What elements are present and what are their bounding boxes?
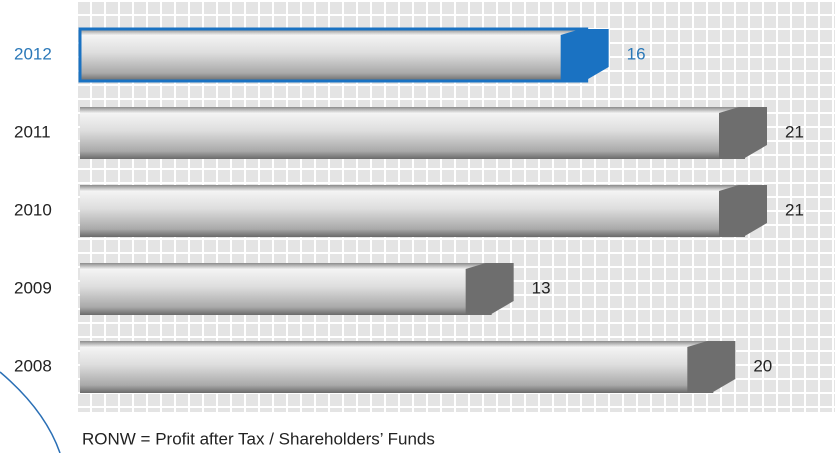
- value-label: 21: [785, 200, 804, 219]
- decorative-arc: [0, 371, 61, 453]
- bar-cap: [465, 263, 514, 315]
- bar-cap: [687, 341, 736, 393]
- value-label: 16: [627, 44, 646, 63]
- value-label: 21: [785, 122, 804, 141]
- category-label: 2011: [14, 122, 51, 141]
- bar: [80, 263, 492, 315]
- category-label: 2009: [14, 278, 52, 297]
- bar-cap: [560, 29, 609, 81]
- bar: [80, 341, 714, 393]
- category-label: 2012: [14, 44, 52, 63]
- bar: [80, 107, 745, 159]
- bar: [78, 27, 589, 83]
- category-label: 2008: [14, 356, 52, 375]
- footnote: RONW = Profit after Tax / Shareholders’ …: [82, 429, 435, 448]
- bar-cap: [719, 185, 767, 237]
- bar: [80, 185, 745, 237]
- category-label: 2010: [14, 200, 52, 219]
- value-label: 13: [532, 278, 551, 297]
- bar-cap: [719, 107, 767, 159]
- value-label: 20: [753, 356, 772, 375]
